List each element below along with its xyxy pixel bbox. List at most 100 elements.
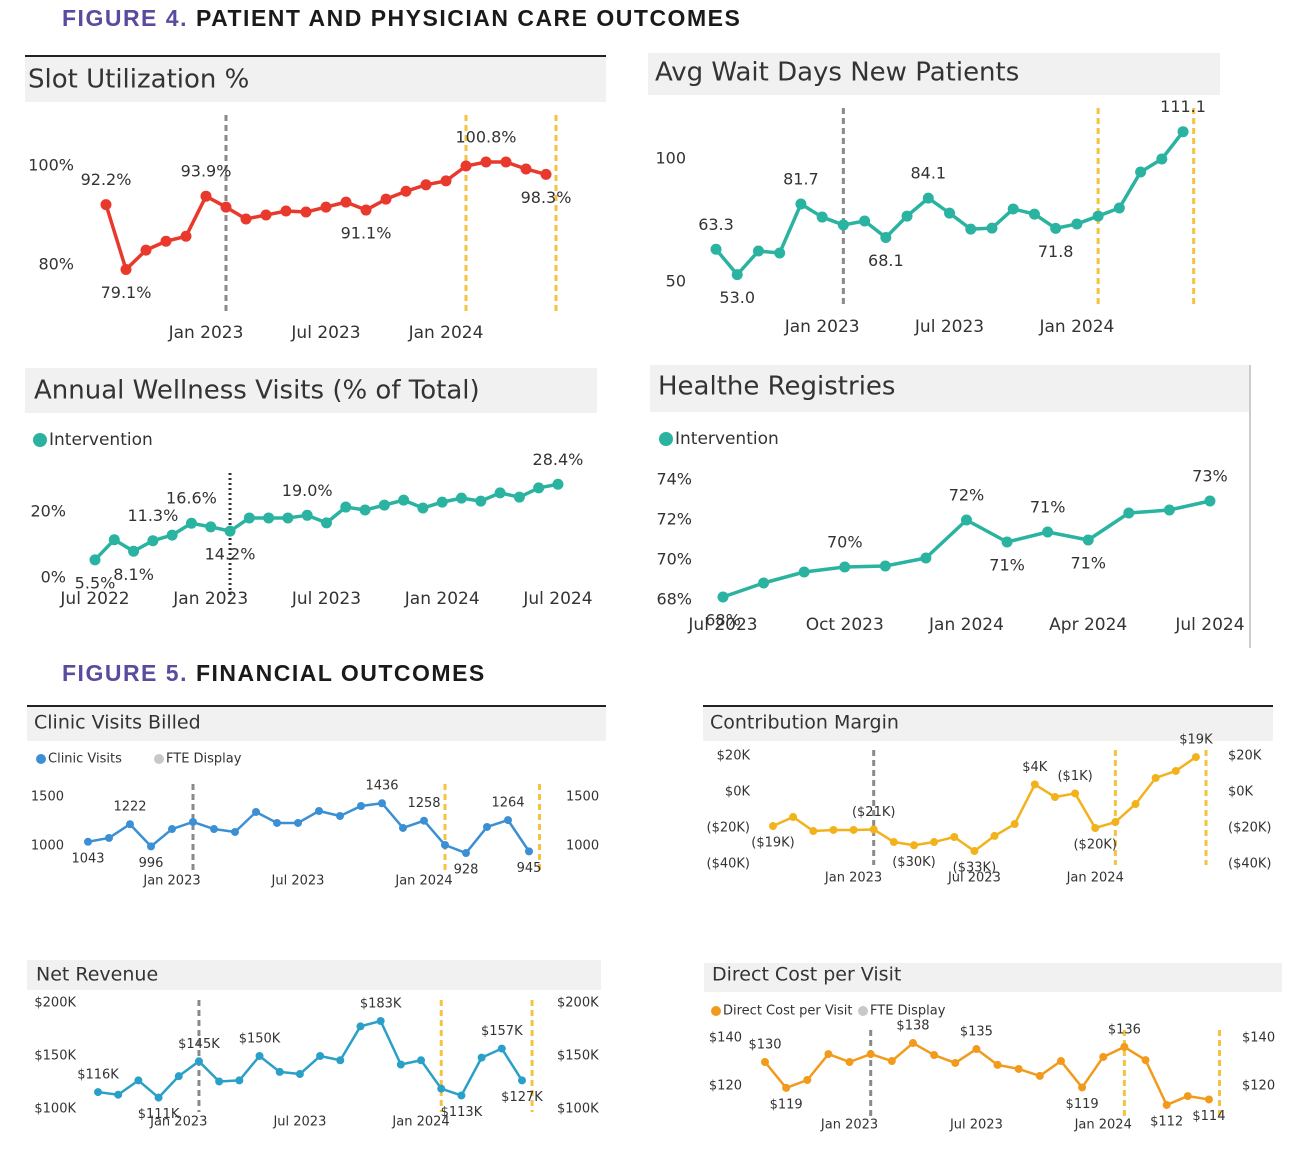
data-label: 996	[139, 856, 164, 871]
x-tick-label: Jan 2024	[928, 615, 1004, 635]
data-point	[1071, 789, 1080, 798]
x-tick-label: Jan 2023	[820, 1118, 878, 1133]
data-point	[457, 1091, 466, 1100]
data-point	[420, 816, 428, 825]
data-point	[357, 801, 365, 810]
data-label: $19K	[1179, 733, 1213, 748]
data-point	[758, 577, 770, 589]
data-label: $130	[748, 1038, 781, 1053]
data-label: $112	[1150, 1114, 1183, 1129]
data-point	[210, 825, 218, 834]
data-point	[1163, 504, 1175, 516]
data-point	[1191, 753, 1200, 762]
data-point	[154, 1093, 163, 1102]
legend-swatch	[659, 432, 673, 446]
y2-tick-label: ($20K)	[1228, 821, 1271, 836]
series-line	[714, 130, 1185, 277]
data-label: 1436	[365, 779, 398, 794]
x-tick-label: Jul 2023	[687, 615, 757, 635]
data-point	[100, 199, 112, 211]
data-point	[920, 552, 932, 564]
data-point	[340, 501, 352, 513]
data-point	[710, 243, 722, 255]
legend-swatch	[858, 1006, 868, 1016]
data-label: 98.3%	[521, 188, 572, 207]
legend-swatch	[36, 754, 46, 764]
data-point	[114, 1090, 123, 1099]
data-label: $114	[1192, 1109, 1225, 1124]
data-point	[1113, 202, 1125, 214]
data-point	[731, 269, 743, 281]
data-point	[336, 811, 344, 820]
data-point	[950, 833, 959, 841]
data-point	[105, 833, 113, 842]
data-point	[180, 230, 192, 242]
data-label: $138	[896, 1019, 929, 1034]
data-point	[1156, 153, 1168, 165]
y2-tick-label: $200K	[557, 995, 599, 1010]
data-point	[480, 156, 492, 168]
y2-tick-label: ($40K)	[1228, 857, 1271, 872]
y2-tick-label: $20K	[1228, 749, 1262, 764]
x-tick-label: Jul 2023	[272, 1115, 326, 1130]
y2-tick-label: $100K	[557, 1102, 599, 1117]
series-line	[97, 1019, 524, 1099]
data-point	[243, 512, 255, 524]
y2-tick-label: $140	[1242, 1031, 1275, 1046]
data-point	[84, 837, 92, 846]
data-point	[1091, 824, 1100, 832]
y-tick-label: $20K	[717, 749, 751, 764]
data-point	[520, 163, 532, 175]
data-label: 68%	[705, 611, 741, 630]
data-point	[396, 1060, 405, 1069]
data-label: 5.5%	[75, 573, 116, 592]
x-tick-label: Oct 2023	[806, 615, 884, 635]
data-point	[378, 499, 390, 511]
y-tick-label: $120	[709, 1079, 742, 1094]
data-label: $135	[960, 1025, 993, 1040]
data-point	[1028, 208, 1040, 220]
data-point	[315, 806, 323, 815]
data-point	[752, 245, 764, 257]
data-point	[845, 1058, 854, 1066]
data-point	[837, 219, 849, 231]
data-point	[1078, 1083, 1087, 1092]
data-label: 71%	[989, 556, 1025, 575]
data-point	[1131, 800, 1140, 809]
x-tick-label: Jul 2024	[522, 589, 592, 609]
data-label: 84.1	[910, 164, 946, 183]
y-tick-label: $150K	[34, 1049, 76, 1064]
data-point	[1177, 126, 1189, 138]
data-point	[205, 521, 217, 533]
data-label: 1043	[71, 851, 104, 866]
data-point	[316, 1052, 325, 1061]
data-point	[717, 591, 729, 603]
chart-title: Clinic Visits Billed	[34, 712, 201, 734]
y-tick-label: $100K	[34, 1102, 76, 1117]
x-tick-label: Jan 2023	[824, 871, 882, 886]
data-label: 16.6%	[166, 489, 217, 508]
series-line	[104, 160, 547, 272]
x-tick-label: Jan 2023	[142, 874, 200, 889]
data-point	[378, 799, 386, 808]
data-point	[866, 1050, 875, 1059]
data-label: ($21K)	[852, 805, 895, 820]
data-label: $136	[1108, 1022, 1141, 1037]
data-label: 68.1	[868, 251, 904, 270]
data-label: 28.4%	[533, 450, 584, 469]
data-point	[336, 1056, 345, 1065]
series-line	[772, 756, 1197, 853]
data-point	[909, 841, 918, 850]
data-point	[417, 502, 429, 514]
data-point	[887, 1057, 896, 1066]
figure-heading: FIGURE 5. FINANCIAL OUTCOMES	[62, 660, 486, 686]
chart-header	[650, 365, 1250, 412]
data-label: 73%	[1192, 467, 1228, 486]
data-point	[504, 816, 512, 825]
data-point	[160, 235, 172, 247]
data-point	[194, 1057, 203, 1066]
chart-title: Net Revenue	[36, 964, 158, 986]
data-point	[497, 1044, 506, 1053]
data-point	[1010, 820, 1019, 829]
figure-heading: FIGURE 4. PATIENT AND PHYSICIAN CARE OUTC…	[62, 5, 741, 31]
